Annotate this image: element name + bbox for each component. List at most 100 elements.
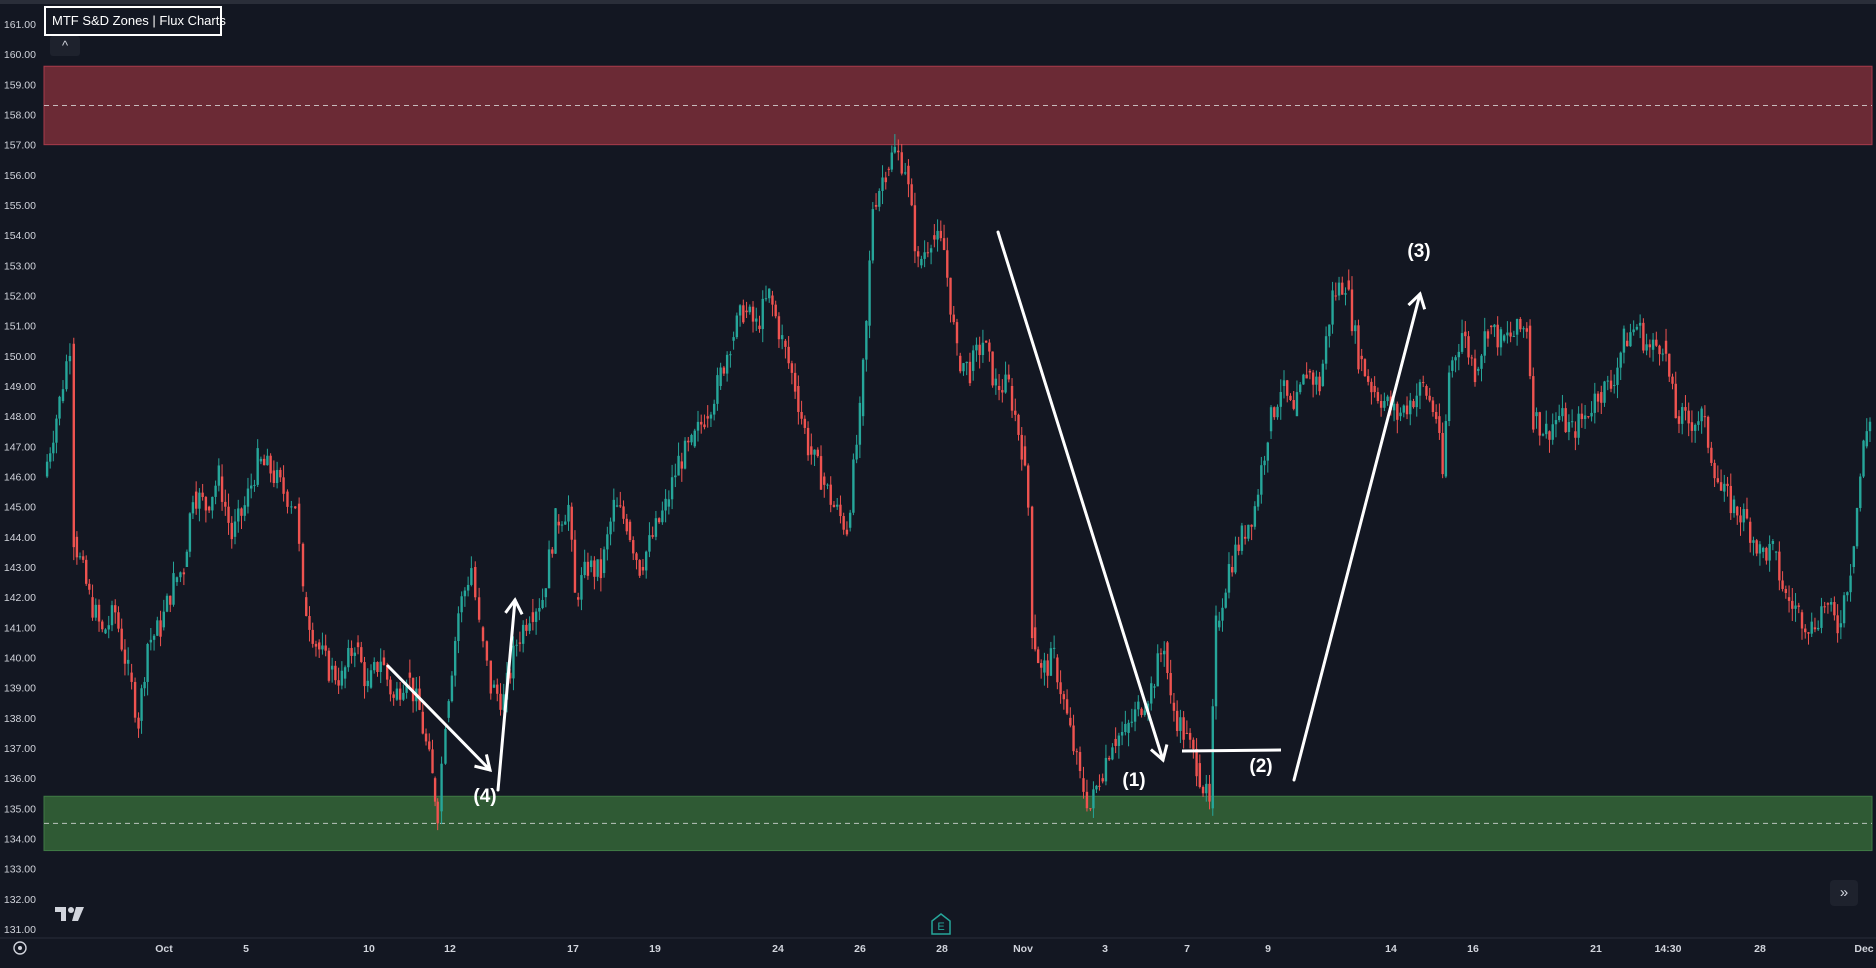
y-tick-label: 141.00 [4, 622, 36, 634]
tradingview-logo-icon[interactable] [54, 903, 86, 923]
candle-body [492, 684, 496, 688]
arrow-3-line [1292, 292, 1422, 782]
candle-body [424, 733, 428, 742]
candle-body [1004, 374, 1007, 393]
candle-body [1247, 524, 1250, 539]
candle-body [1758, 544, 1762, 554]
candle-body [321, 645, 324, 650]
indicator-title[interactable]: MTF S&D Zones | Flux Charts [44, 6, 226, 36]
candle-body [1532, 376, 1535, 430]
y-tick-label: 153.00 [4, 260, 36, 272]
candle-body [1778, 551, 1781, 581]
candle-body [1092, 789, 1095, 809]
earnings-e-icon[interactable]: E [930, 913, 952, 935]
candle-body [609, 521, 612, 535]
candle-body [638, 560, 641, 576]
candle-body [1693, 424, 1697, 431]
candle-body [1298, 384, 1302, 393]
candle-body [1308, 370, 1312, 373]
candle-body [428, 741, 431, 750]
candle-body [353, 652, 357, 656]
candle-body [842, 516, 845, 530]
candle-body [1528, 325, 1532, 377]
gear-icon[interactable] [12, 940, 28, 956]
zones-layer [43, 65, 1873, 852]
candle-body [806, 427, 810, 456]
candle-body [1192, 739, 1195, 749]
candle-body [297, 503, 301, 544]
candle-body [1554, 420, 1558, 425]
candle-body [52, 442, 55, 454]
candle-body [1700, 408, 1703, 422]
x-tick-label: 26 [854, 943, 866, 955]
candle-body [1697, 421, 1700, 425]
candle-body [509, 672, 512, 679]
candle-body [389, 679, 392, 695]
y-tick-label: 137.00 [4, 743, 36, 755]
candle-body [654, 518, 658, 537]
candle-body [1774, 551, 1778, 553]
candle-body [1564, 408, 1567, 433]
candle-body [1648, 344, 1652, 348]
candle-body [68, 355, 72, 362]
arrow-3-head [1407, 291, 1427, 310]
candle-body [101, 621, 104, 630]
candle-body [1075, 751, 1078, 753]
candle-body [1561, 408, 1564, 417]
candle-body [1117, 735, 1121, 746]
candle-body [1402, 405, 1405, 413]
x-tick-label: 16 [1467, 943, 1479, 955]
double-chevron-right-icon[interactable]: » [1830, 880, 1858, 906]
candle-body [1836, 615, 1839, 634]
candle-body [1214, 615, 1218, 707]
candle-body [1619, 352, 1622, 368]
candle-body [402, 692, 405, 700]
candle-body [1658, 345, 1661, 355]
candle-body [1787, 597, 1791, 601]
candle-body [971, 350, 975, 371]
candle-body [573, 539, 577, 593]
candle-body [1661, 353, 1664, 355]
candle-body [172, 573, 175, 605]
candle-body [1344, 293, 1347, 295]
candle-body [800, 411, 803, 419]
candle-body [1768, 543, 1771, 561]
candle-body [554, 508, 557, 554]
candle-body [1133, 709, 1137, 722]
candle-body [152, 635, 156, 640]
y-tick-label: 147.00 [4, 441, 36, 453]
candle-body [1477, 368, 1480, 371]
candle-body [347, 647, 350, 668]
arrow-2-line [1181, 748, 1282, 753]
candle-body [382, 657, 386, 665]
candle-body [1800, 612, 1804, 629]
candle-body [538, 607, 541, 612]
chevron-up-icon[interactable]: ^ [50, 36, 80, 56]
candle-body [1671, 376, 1674, 384]
y-tick-label: 155.00 [4, 200, 36, 212]
x-tick-label: Oct [155, 943, 173, 955]
candle-body [1723, 483, 1726, 492]
candle-body [1716, 478, 1720, 483]
candle-body [1224, 592, 1227, 608]
candle-body [852, 459, 855, 513]
candle-body [803, 418, 807, 428]
candle-body [143, 681, 146, 689]
candle-body [1198, 763, 1202, 787]
candle-body [1486, 331, 1490, 339]
candle-body [709, 414, 713, 419]
candle-body [369, 670, 373, 688]
candle-body [1674, 383, 1677, 419]
candle-body [49, 453, 52, 462]
candle-body [758, 325, 761, 330]
x-tick-label: Nov [1013, 943, 1033, 955]
candle-body [88, 583, 91, 590]
candle-body [1341, 282, 1344, 295]
candle-body [1810, 621, 1813, 634]
y-tick-label: 140.00 [4, 653, 36, 665]
candle-body [1862, 440, 1865, 477]
candle-body [848, 512, 852, 528]
candle-body [748, 306, 751, 313]
candle-body [1438, 416, 1441, 433]
